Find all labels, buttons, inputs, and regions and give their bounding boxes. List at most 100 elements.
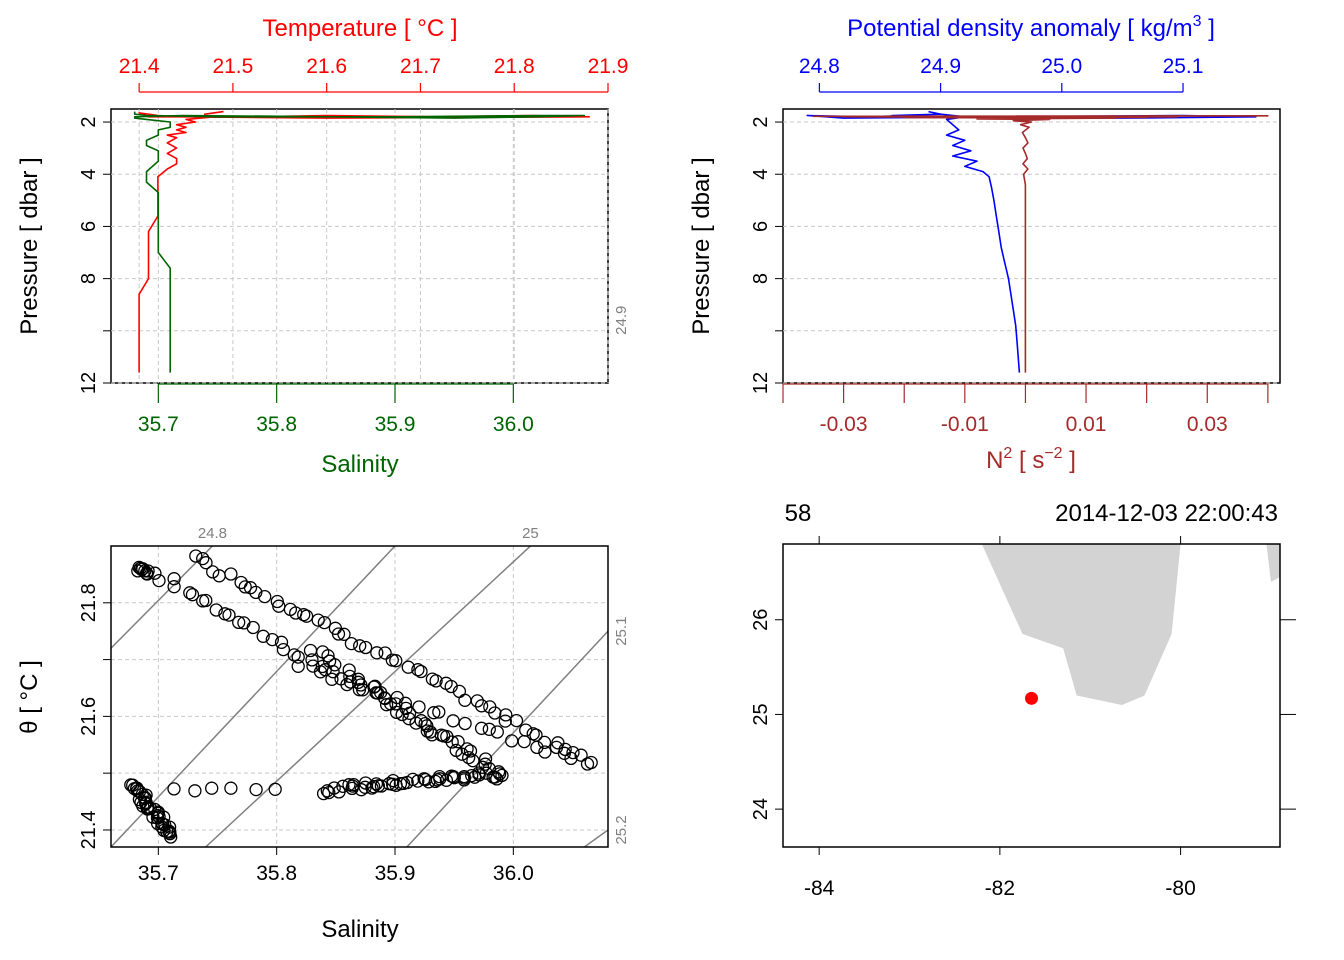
ts-point [291, 659, 305, 673]
ts-point [249, 585, 263, 600]
bottom-axis-tick-label: 35.7 [138, 413, 179, 436]
ts-diagram-panel: 35.7 35.8 35.9 36.0 21.4 21.6 21.8 24.8 24.9 25 25… [16, 306, 630, 943]
ts-point [432, 705, 446, 719]
ts-point [566, 745, 580, 760]
isopycnal-label: 24.9 [613, 306, 630, 335]
temperature-series [138, 110, 591, 373]
isopycnal-line [111, 546, 396, 847]
pressure-axis-title-right: Pressure [ dbar ] [688, 157, 715, 334]
latitude-tick-label: 24 [750, 798, 772, 820]
ts-scatter-points [124, 549, 598, 844]
ts-point [457, 769, 471, 784]
ts-point [465, 768, 479, 783]
pressure-tick-label: 6 [750, 221, 772, 232]
ts-point [299, 609, 314, 623]
ts-point [344, 636, 359, 651]
latitude-tick-label: 25 [750, 703, 772, 725]
ts-point [224, 567, 238, 581]
ts-point [167, 580, 181, 594]
ts-point [389, 705, 404, 720]
ts-y-tick-label: 21.6 [78, 697, 100, 736]
ts-point [152, 573, 166, 588]
ts-point [470, 694, 484, 708]
ts-point [447, 771, 461, 785]
ts-point [490, 725, 504, 739]
ts-point [492, 767, 507, 781]
top-axis-tick-label: 21.4 [119, 55, 160, 78]
pressure-tick-label: 8 [750, 273, 772, 284]
bottom-axis-tick-label: 35.9 [375, 413, 416, 436]
ts-point [256, 629, 270, 643]
ts-point [427, 706, 441, 720]
ts-point [402, 706, 417, 720]
ts-point [463, 744, 478, 758]
ts-point [378, 691, 392, 706]
ts-point [246, 620, 260, 635]
pressure-tick-label: 4 [750, 169, 772, 180]
ts-point [474, 699, 489, 713]
ts-point [297, 608, 311, 622]
ts-point [155, 816, 169, 831]
ts-point [332, 785, 346, 799]
ts-point [321, 649, 335, 663]
ts-point [205, 781, 219, 795]
ts-point [249, 782, 263, 797]
density-profile-axes: 2 4 6 8 12 24.8 24.9 25.0 25.1 -0.03 -0.01 0.01 0.03 [750, 55, 1269, 436]
isopycnal-lines [111, 546, 608, 847]
ts-point [379, 698, 394, 712]
ts-point [317, 615, 332, 630]
ts-point [378, 646, 392, 660]
ts-point [328, 658, 342, 672]
bottom-axis-tick-label: 36.0 [493, 413, 534, 436]
ts-x-tick-label: 35.9 [375, 862, 416, 885]
ts-point [148, 802, 162, 817]
ts-point [411, 774, 425, 788]
ts-point [188, 784, 202, 798]
ts-point [530, 740, 544, 755]
ts-point [139, 566, 154, 581]
ts-point [389, 654, 403, 668]
ts-profile-lines [133, 110, 591, 373]
ts-point [414, 664, 428, 679]
ts-point [505, 734, 519, 748]
ts-point [183, 586, 197, 600]
isopycnal-line [111, 546, 214, 649]
ts-point [311, 613, 325, 627]
ts-point [462, 750, 476, 765]
isopycnal-label: 25.2 [613, 815, 630, 844]
bottom-axis-tick-label: 35.8 [256, 413, 297, 436]
pressure-tick-label: 12 [750, 372, 772, 394]
top-axis-tick-label: 24.8 [799, 55, 840, 78]
isopycnal-label: 25.1 [613, 617, 630, 646]
ts-point [199, 593, 213, 608]
density-profile-frame [782, 108, 1281, 384]
top-axis-tick-label: 21.9 [588, 55, 629, 78]
ts-point [196, 551, 210, 566]
ts-x-tick-label: 35.8 [256, 862, 297, 885]
ts-point [439, 773, 454, 787]
ts-point [351, 672, 366, 686]
bottom-axis-tick-label: -0.01 [941, 413, 989, 436]
longitude-tick-label: -82 [985, 877, 1015, 900]
ts-point [537, 735, 552, 750]
florida-land [981, 544, 1181, 705]
isopycnal-line [583, 829, 608, 847]
ts-point [163, 825, 177, 839]
density-axis-title: Potential density anomaly [ kg/m3 ] [847, 13, 1215, 42]
ts-point [276, 642, 291, 657]
ts-point [458, 693, 472, 707]
ts-point [488, 706, 502, 720]
latitude-tick-label: 26 [750, 609, 772, 631]
ts-point [368, 679, 382, 693]
density-axis-title-main: Potential density anomaly [ kg/m [847, 15, 1193, 42]
ts-diagram-frame [110, 545, 609, 848]
ts-point [434, 728, 448, 742]
n2-axis-title-sup1: 2 [1003, 445, 1012, 462]
ts-point [325, 672, 339, 686]
ts-point [495, 768, 509, 783]
ts-point [327, 781, 341, 795]
ts-point [291, 650, 305, 664]
ts-point [345, 781, 359, 796]
n2-series [812, 115, 1269, 373]
bottom-axis-tick-label: 0.01 [1066, 413, 1107, 436]
